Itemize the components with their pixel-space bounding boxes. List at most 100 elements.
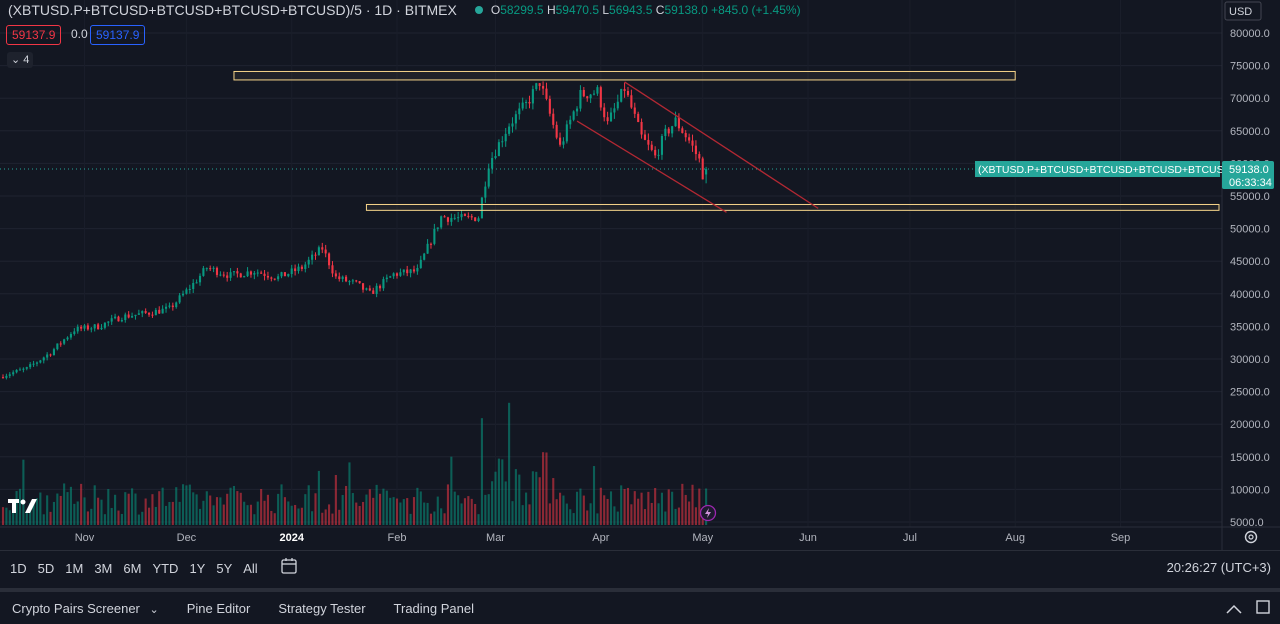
range-all[interactable]: All — [243, 560, 258, 576]
candle-body — [569, 119, 572, 125]
candle-body — [633, 107, 636, 114]
time-tick-label: Sep — [1111, 532, 1131, 544]
volume-bar — [256, 501, 259, 525]
candle-body — [300, 266, 303, 269]
volume-bar — [545, 452, 548, 525]
candle-body — [480, 197, 483, 219]
sell-price-button[interactable]: 59137.9 — [6, 25, 62, 45]
candle-body — [562, 141, 565, 145]
volume-bar — [643, 509, 647, 525]
candle-body — [134, 314, 137, 317]
volume-bar — [548, 503, 551, 525]
volume-bar — [8, 510, 11, 525]
candle-body — [63, 339, 66, 344]
volume-bar — [131, 488, 134, 525]
currency-label: USD — [1229, 6, 1252, 18]
candle-body — [277, 276, 280, 280]
price-axis: 80000.075000.070000.065000.060000.055000… — [1221, 0, 1270, 550]
candle-body — [630, 95, 633, 108]
volume-bar — [80, 483, 83, 525]
volume-bar — [477, 514, 480, 525]
candle-body — [154, 309, 157, 316]
volume-bar — [606, 498, 609, 525]
range-1y[interactable]: 1Y — [189, 560, 206, 576]
volume-bar — [419, 491, 422, 525]
candle-body — [127, 314, 130, 318]
volume-bar — [222, 504, 225, 525]
volume-bar — [552, 478, 555, 525]
candle-body — [5, 375, 8, 378]
candle-body — [73, 331, 76, 334]
price-tick-label: 25000.0 — [1230, 387, 1270, 399]
candle-body — [97, 324, 100, 330]
volume-bar — [572, 513, 575, 525]
tab-crypto-pairs-screener[interactable]: Crypto Pairs Screener ⌄ — [12, 601, 159, 616]
price-chart[interactable]: 80000.075000.070000.065000.060000.055000… — [0, 0, 1280, 550]
range-5y[interactable]: 5Y — [216, 560, 233, 576]
candle-body — [606, 117, 609, 122]
time-axis: Nov Dec 2024 Feb Mar Apr May Jun Jul Aug Sep — [0, 526, 1280, 544]
candle-body — [198, 275, 202, 283]
tab-trading-panel[interactable]: Trading Panel — [393, 600, 474, 616]
candle-body — [389, 276, 392, 278]
chevron-up-icon[interactable] — [1226, 601, 1242, 619]
range-ytd[interactable]: YTD — [152, 560, 179, 576]
volume-bar — [355, 502, 358, 525]
candle-body — [287, 274, 290, 277]
price-tick-label: 50000.0 — [1230, 224, 1270, 236]
clock[interactable]: 20:26:27 (UTC+3) — [1166, 560, 1271, 575]
candle-body — [416, 267, 419, 272]
candle-body — [39, 360, 42, 363]
range-3m[interactable]: 3M — [94, 560, 113, 576]
volume-bar — [52, 501, 56, 525]
range-1m[interactable]: 1M — [65, 560, 84, 576]
candle-body — [239, 273, 242, 278]
candle-body — [664, 128, 667, 137]
candle-body — [501, 141, 504, 143]
tradingview-logo-icon[interactable] — [8, 496, 38, 519]
volume-bar — [640, 492, 643, 525]
market-status-icon[interactable] — [474, 6, 483, 14]
candle-body — [497, 142, 500, 157]
candle-body — [698, 154, 701, 159]
volume-bar — [59, 495, 62, 525]
volume-bar — [348, 462, 351, 525]
maximize-icon[interactable] — [1256, 600, 1270, 619]
volume-bar — [181, 484, 185, 525]
candle-body — [52, 349, 56, 356]
calendar-icon[interactable] — [280, 557, 298, 580]
candle-body — [620, 89, 623, 102]
tab-pine-editor[interactable]: Pine Editor — [186, 600, 251, 616]
symbol-title[interactable]: (XBTUSD.P+BTCUSD+BTCUSD+BTCUSD+BTCUSD)/5… — [8, 2, 457, 18]
tab-label: Crypto Pairs Screener — [12, 600, 140, 616]
volume-bar — [378, 493, 382, 525]
range-1d[interactable]: 1D — [10, 560, 27, 576]
volume-bar — [480, 418, 483, 525]
candle-body — [572, 111, 575, 120]
candle-body — [643, 134, 647, 140]
range-6m[interactable]: 6M — [123, 560, 142, 576]
candle-body — [433, 228, 436, 244]
tab-strategy-tester[interactable]: Strategy Tester — [278, 600, 366, 616]
volume-bar — [280, 484, 283, 525]
range-5d[interactable]: 5D — [37, 560, 55, 576]
indicators-toggle[interactable]: ⌄ 4 — [7, 52, 34, 68]
volume-bar — [161, 487, 164, 525]
candle-body — [528, 101, 531, 104]
candle-body — [474, 217, 477, 222]
candle-body — [586, 96, 589, 99]
volume-bar — [406, 498, 409, 525]
volume-bar — [103, 514, 106, 525]
volume-bar — [311, 511, 314, 525]
candle-body — [592, 93, 596, 95]
axis-labels: (XBTUSD.P+BTCUSD+BTCUSD+BTCUSD+BTCUSD)/5… — [699, 161, 1274, 522]
volume-bar — [633, 491, 636, 525]
volume-bar — [470, 498, 473, 525]
change-value: +845.0 (+1.45%) — [711, 3, 801, 17]
candle-body — [253, 273, 256, 275]
buy-price-button[interactable]: 59137.9 — [90, 25, 146, 45]
volume-bar — [508, 402, 511, 525]
candle-body — [555, 124, 558, 138]
candle-body — [603, 107, 606, 118]
candle-body — [18, 369, 22, 371]
